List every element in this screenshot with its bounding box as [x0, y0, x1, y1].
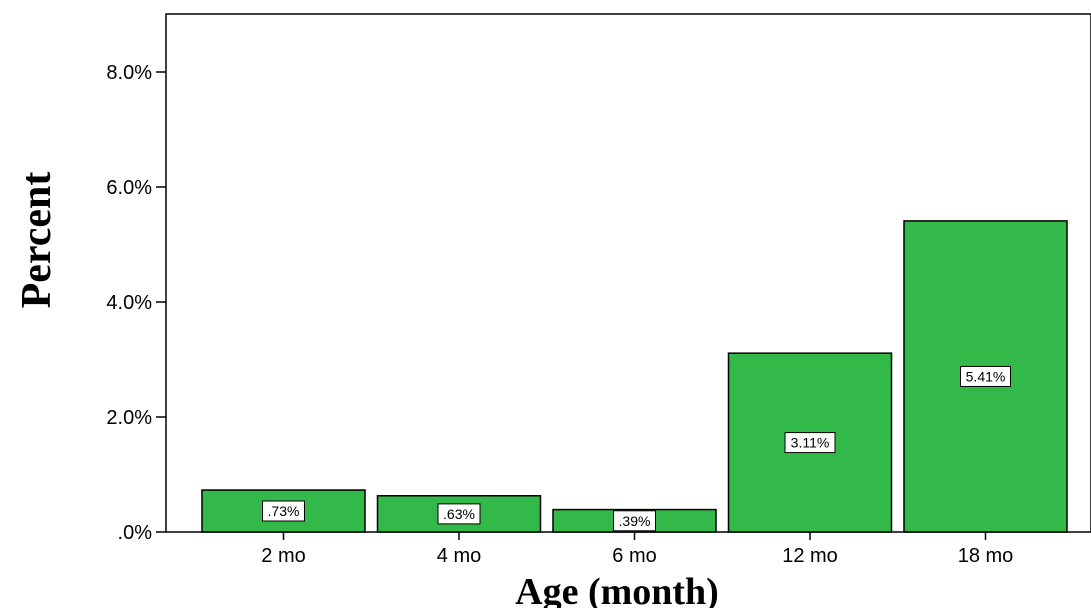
y-tick-label: 4.0%: [106, 292, 152, 314]
data-label: .39%: [619, 513, 651, 529]
x-tick-label: 12 mo: [782, 545, 838, 567]
data-label-box: [784, 432, 836, 454]
data-label: 3.11%: [791, 435, 830, 451]
y-tick-label: 2.0%: [106, 407, 152, 429]
x-tick-label: 18 mo: [958, 545, 1014, 567]
bars: .73% .63% .39% 3.11% 5.41%: [201, 220, 1068, 533]
y-axis: .0% 2.0% 4.0% 6.0% 8.0%: [106, 62, 166, 544]
x-tick-label: 2 mo: [261, 545, 305, 567]
data-label-box: [262, 500, 305, 522]
y-tick-label: 8.0%: [106, 62, 152, 84]
data-label-box: [613, 510, 656, 532]
data-label: 5.41%: [966, 368, 1006, 384]
x-axis-title: Age (month): [515, 571, 719, 608]
x-axis: 2 mo 4 mo 6 mo 12 mo 18 mo: [261, 532, 1013, 567]
y-tick-label: .0%: [118, 522, 153, 544]
data-label-box: [960, 365, 1011, 387]
y-tick-label: 6.0%: [106, 177, 152, 199]
data-label: .63%: [443, 506, 475, 522]
data-label-box: [437, 503, 481, 525]
x-tick-label: 4 mo: [437, 545, 481, 567]
data-label: .73%: [268, 503, 300, 519]
y-axis-title: Percent: [14, 172, 60, 309]
x-tick-label: 6 mo: [612, 545, 656, 567]
